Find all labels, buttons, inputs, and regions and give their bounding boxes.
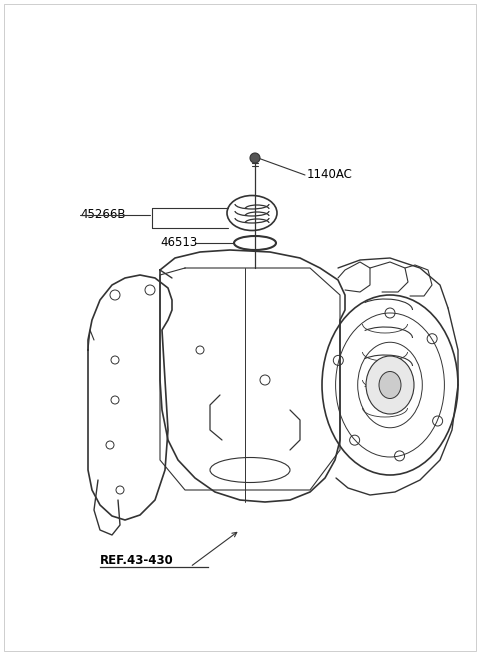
Text: 46513: 46513 [160, 236, 197, 250]
Ellipse shape [366, 356, 414, 414]
Text: 45266B: 45266B [80, 208, 125, 221]
Ellipse shape [379, 371, 401, 398]
Circle shape [250, 153, 260, 163]
Text: 1140AC: 1140AC [307, 168, 353, 181]
Text: REF.43-430: REF.43-430 [100, 553, 174, 567]
